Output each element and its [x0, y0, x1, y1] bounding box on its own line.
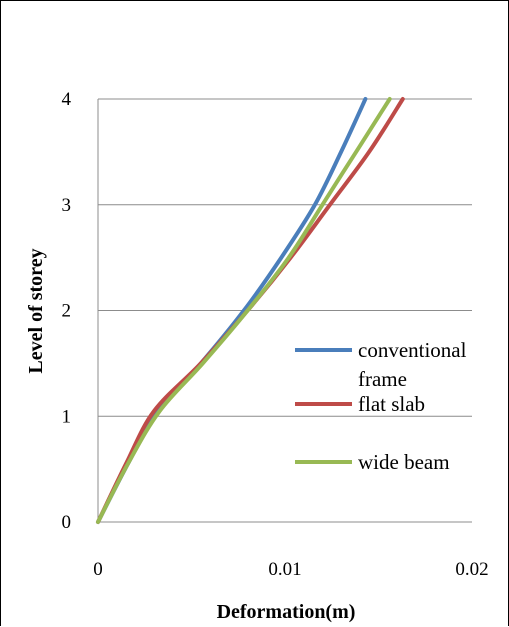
y-axis-title: Level of storey — [25, 248, 47, 373]
x-tick-label: 0 — [93, 559, 103, 580]
legend-label: frame — [358, 367, 407, 391]
series-lines — [96, 97, 405, 524]
x-axis-title: Deformation(m) — [217, 601, 356, 623]
y-tick-label: 0 — [62, 512, 72, 533]
y-tick-label: 3 — [62, 195, 72, 216]
x-tick-label: 0.01 — [268, 559, 301, 580]
y-tick-label: 4 — [62, 89, 72, 110]
grid-lines — [98, 98, 472, 417]
legend-label: flat slab — [358, 392, 425, 416]
y-tick-label: 2 — [62, 301, 72, 322]
y-tick-label: 1 — [62, 406, 72, 427]
legend-label: wide beam — [358, 450, 450, 474]
legend-label: conventional — [358, 338, 467, 362]
tick-labels: 0 1 2 3 4 0 0.01 0.02 — [62, 89, 489, 580]
series-line-wide-beam — [96, 97, 392, 524]
x-tick-label: 0.02 — [455, 559, 488, 580]
axes — [97, 99, 472, 523]
